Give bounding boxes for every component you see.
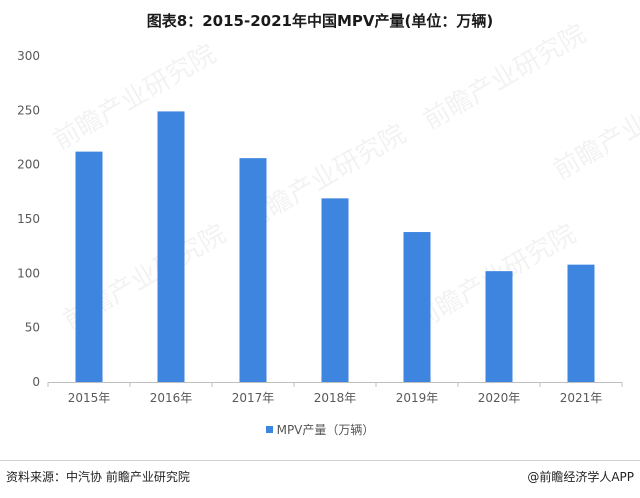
y-tick-label: 250	[17, 103, 40, 117]
bar	[321, 198, 349, 382]
x-axis: 2015年 2016年 2017年 2018年 2019年 2020年 2021年	[47, 382, 623, 405]
y-axis: 0 50 100 150 200 250 300	[17, 49, 40, 389]
bar	[157, 111, 185, 383]
y-tick-label: 50	[25, 321, 40, 335]
watermark-text: 前瞻产业研究院	[549, 69, 640, 186]
bar	[75, 151, 103, 382]
x-tick-label: 2019年	[396, 391, 439, 405]
source-note: 资料来源：中汽协 前瞻产业研究院	[6, 470, 190, 484]
legend-label: MPV产量（万辆）	[276, 423, 375, 437]
x-tick-label: 2017年	[232, 391, 275, 405]
watermark-text: 前瞻产业研究院	[49, 39, 222, 156]
bar	[239, 158, 267, 382]
y-tick-label: 300	[17, 49, 40, 63]
legend: MPV产量（万辆）	[0, 421, 640, 438]
legend-swatch	[265, 426, 273, 433]
y-tick-label: 100	[17, 266, 40, 280]
bar	[485, 271, 513, 382]
x-tick-label: 2021年	[560, 391, 603, 405]
y-tick-label: 150	[17, 212, 40, 226]
x-tick-label: 2018年	[314, 391, 357, 405]
credit-note: @前瞻经济学人APP	[527, 470, 634, 484]
footer-divider	[0, 460, 640, 461]
watermark-text: 前瞻产业研究院	[419, 19, 592, 136]
x-tick-label: 2015年	[68, 391, 111, 405]
bar	[403, 232, 431, 382]
bar-chart: 前瞻产业研究院前瞻产业研究院前瞻产业研究院前瞻产业研究院前瞻产业研究院前瞻产业研…	[17, 19, 640, 405]
chart-title: 图表8：2015-2021年中国MPV产量(单位：万辆)	[146, 12, 494, 30]
bar	[567, 264, 595, 382]
bar-series	[75, 111, 595, 383]
x-tick-label: 2020年	[478, 391, 521, 405]
x-tick-label: 2016年	[150, 391, 193, 405]
y-tick-label: 0	[32, 375, 40, 389]
y-tick-label: 200	[17, 158, 40, 172]
